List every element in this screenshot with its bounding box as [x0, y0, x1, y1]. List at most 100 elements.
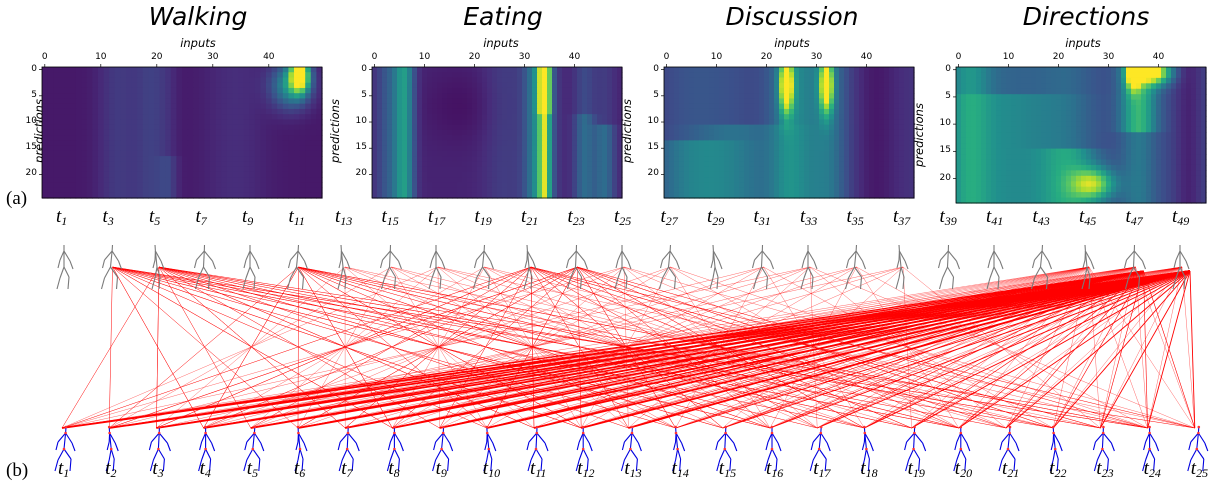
prediction-time-label-8: t8	[388, 458, 400, 480]
stick-figure	[620, 425, 642, 472]
input-time-label-37: t37	[893, 206, 911, 228]
x-axis-title-discussion: inputs	[774, 36, 810, 50]
stick-figure	[1081, 244, 1095, 290]
y-tick-label: 20	[647, 168, 659, 179]
x-tick-label: 40	[568, 52, 581, 62]
prediction-time-label-12: t12	[577, 458, 595, 480]
attention-line	[902, 266, 1101, 429]
attention-line	[577, 266, 582, 429]
input-time-label-33: t33	[800, 206, 818, 228]
x-axis-title-walking: inputs	[180, 36, 216, 50]
attention-line	[298, 266, 771, 429]
stick-figure	[151, 244, 165, 290]
stick-figure	[986, 245, 1004, 290]
attention-line-strong	[439, 270, 1191, 429]
attention-line	[670, 266, 1148, 429]
heatmap-walking	[39, 64, 323, 199]
heatmap-frame	[663, 66, 915, 199]
prediction-time-label-11: t11	[530, 458, 547, 480]
attention-line-strong	[769, 270, 1191, 429]
stick-figure	[614, 245, 632, 290]
attention-line	[156, 266, 160, 429]
prediction-time-label-7: t7	[341, 458, 353, 480]
stick-figure	[294, 425, 308, 472]
stick-figure	[575, 425, 593, 472]
attention-line	[577, 266, 676, 429]
y-tick-label: 5	[653, 89, 659, 100]
attention-graph	[54, 244, 1209, 472]
attention-line	[158, 266, 912, 429]
attention-line	[298, 266, 676, 429]
stick-figure	[243, 425, 265, 472]
attention-line	[61, 266, 439, 429]
stick-figure	[428, 245, 446, 290]
attention-line	[61, 266, 1090, 429]
stick-figure	[565, 244, 589, 290]
input-time-label-21: t21	[521, 206, 539, 228]
input-time-label-27: t27	[660, 206, 678, 228]
attention-line	[112, 266, 204, 429]
stick-figure	[198, 425, 216, 472]
stick-figure	[432, 425, 454, 472]
attention-line	[203, 266, 299, 429]
y-tick-label: 5	[361, 89, 367, 100]
attention-line	[203, 266, 578, 429]
prediction-time-label-19: t19	[907, 458, 925, 480]
heatmap-directions	[953, 64, 1207, 204]
prediction-time-label-4: t4	[199, 458, 211, 480]
attention-line	[61, 266, 1136, 429]
x-tick-label: 20	[151, 52, 163, 62]
attention-line	[1053, 266, 1183, 429]
x-tick-label: 20	[468, 52, 481, 62]
attention-line	[298, 266, 865, 429]
attention-line	[158, 266, 723, 429]
prediction-time-label-20: t20	[954, 458, 973, 480]
attention-line	[958, 266, 1183, 429]
prediction-time-label-15: t15	[718, 458, 737, 480]
prediction-time-label-16: t16	[766, 458, 784, 480]
prediction-time-label-13: t13	[624, 458, 642, 480]
attention-line	[158, 266, 629, 429]
stick-figure	[937, 244, 961, 290]
attention-line	[298, 266, 393, 429]
prediction-time-label-17: t17	[813, 458, 831, 480]
input-time-label-25: t25	[614, 206, 632, 228]
stick-figure	[148, 425, 171, 472]
stick-figure	[953, 425, 971, 472]
prediction-time-label-24: t24	[1143, 458, 1161, 480]
attention-line	[577, 266, 959, 429]
attention-line	[158, 266, 346, 429]
x-tick-label: 10	[1002, 52, 1015, 62]
attention-line	[109, 266, 578, 429]
y-tick-label: 5	[31, 89, 37, 100]
attention-line	[1181, 266, 1195, 429]
attention-line	[297, 266, 392, 429]
x-tick-label: 30	[207, 52, 219, 62]
attention-line	[158, 266, 818, 429]
attention-line	[722, 266, 904, 429]
input-time-label-11: t11	[288, 206, 305, 228]
x-tick-label: 40	[263, 52, 275, 62]
attention-line	[577, 266, 865, 429]
attention-line-strong	[61, 270, 1144, 429]
attention-line-strong	[486, 270, 1191, 429]
input-time-label-29: t29	[707, 206, 725, 228]
stick-figure	[895, 244, 909, 290]
stick-figure	[386, 425, 404, 472]
prediction-time-label-18: t18	[860, 458, 878, 480]
stick-figure	[1049, 425, 1063, 472]
heatmap-frame	[371, 66, 623, 199]
attention-line	[61, 266, 532, 429]
prediction-time-label-9: t9	[435, 458, 447, 480]
attention-line-strong	[297, 270, 1191, 429]
prediction-skeletons	[54, 425, 1209, 472]
attention-line-strong	[345, 270, 1191, 429]
prediction-time-label-5: t5	[246, 458, 259, 480]
stick-figure	[523, 244, 537, 290]
input-time-label-13: t13	[335, 206, 353, 228]
x-tick-label: 20	[760, 52, 773, 62]
stick-figure	[764, 425, 782, 472]
attention-line-strong	[533, 270, 1191, 429]
input-time-label-15: t15	[381, 206, 399, 228]
attention-line	[158, 266, 440, 429]
